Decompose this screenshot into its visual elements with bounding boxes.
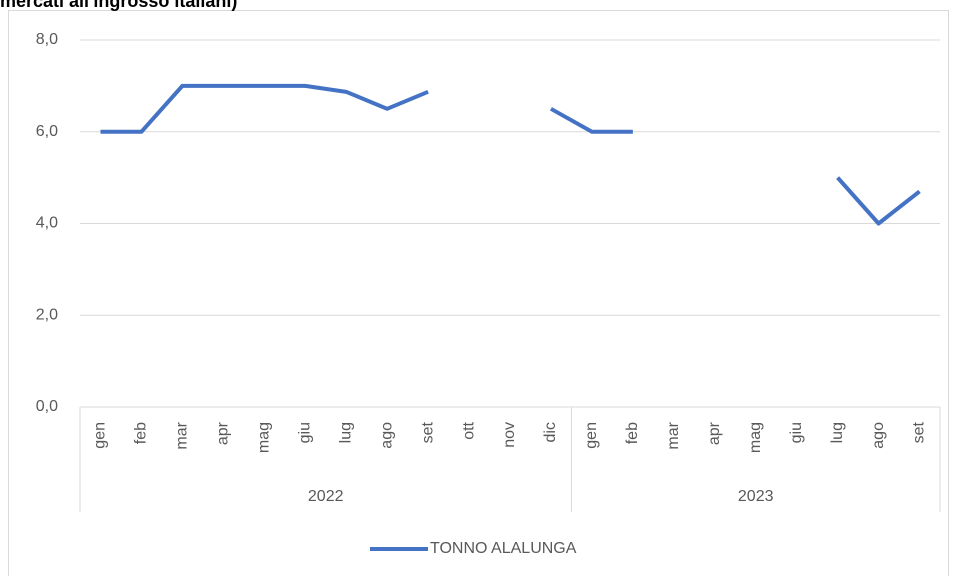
y-tick-label: 2,0 bbox=[36, 306, 58, 323]
x-tick-label: apr bbox=[706, 421, 723, 445]
x-tick-label: dic bbox=[542, 422, 559, 442]
x-tick-label: lug bbox=[337, 422, 354, 443]
x-tick-label: set bbox=[419, 421, 436, 443]
x-tick-label: nov bbox=[501, 422, 518, 448]
x-tick-label: apr bbox=[215, 421, 232, 445]
group-label: 2023 bbox=[738, 488, 774, 505]
y-tick-label: 0,0 bbox=[36, 398, 58, 415]
x-tick-label: ott bbox=[460, 421, 477, 439]
x-tick-label: ago bbox=[378, 422, 395, 449]
x-tick-label: set bbox=[911, 421, 928, 443]
x-tick-label: gen bbox=[583, 422, 600, 449]
chart-title: mercati all'ingrosso italiani) bbox=[0, 0, 237, 11]
x-tick-label: mar bbox=[665, 421, 682, 449]
y-tick-label: 8,0 bbox=[36, 31, 58, 48]
x-tick-label: giu bbox=[788, 422, 805, 443]
chart-border bbox=[8, 10, 949, 576]
x-tick-label: feb bbox=[133, 422, 150, 444]
x-tick-label: mar bbox=[174, 421, 191, 449]
group-label: 2022 bbox=[308, 488, 344, 505]
y-tick-label: 4,0 bbox=[36, 215, 58, 232]
x-tick-label: mag bbox=[256, 422, 273, 453]
x-tick-label: ago bbox=[870, 422, 887, 449]
line-series bbox=[100, 83, 921, 226]
x-tick-label: feb bbox=[624, 422, 641, 444]
x-tick-label: giu bbox=[296, 422, 313, 443]
legend-label: TONNO ALALUNGA bbox=[430, 540, 577, 557]
x-tick-label: lug bbox=[829, 422, 846, 443]
y-tick-label: 6,0 bbox=[36, 123, 58, 140]
x-tick-label: mag bbox=[747, 422, 764, 453]
x-tick-label: gen bbox=[92, 422, 109, 449]
